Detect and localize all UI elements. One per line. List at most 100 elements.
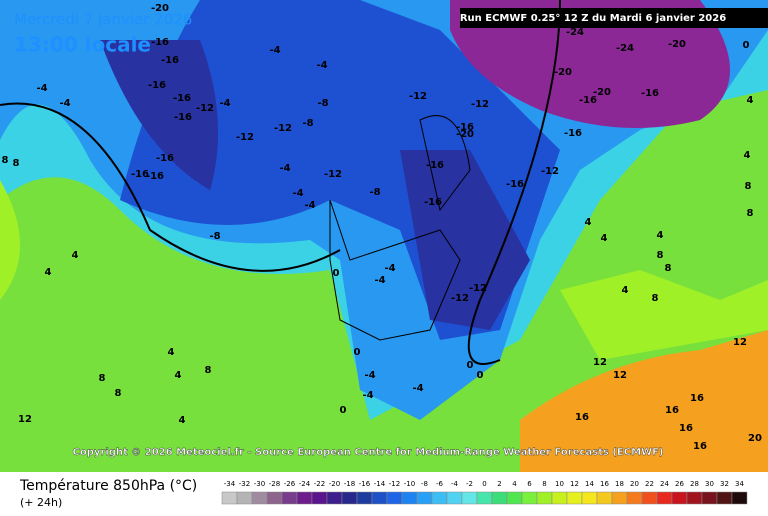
temperature-label: -24: [566, 27, 584, 38]
legend-swatch: [431, 491, 448, 505]
copyright: Copyright © 2026 Meteociel.fr - Source E…: [73, 447, 664, 458]
legend-tick-label: -26: [284, 480, 296, 488]
legend-swatch: [461, 491, 478, 505]
temperature-label: 16: [575, 412, 589, 423]
temperature-label: 16: [665, 405, 679, 416]
temperature-label: -20: [151, 3, 169, 14]
legend-swatch: [281, 491, 298, 505]
legend-swatch: [671, 491, 688, 505]
temperature-label: -8: [209, 231, 220, 242]
legend-tick-label: -20: [329, 480, 340, 488]
legend-tick-label: -8: [421, 480, 428, 488]
temperature-label: 16: [679, 423, 693, 434]
legend-tick-label: 26: [675, 480, 684, 488]
legend-swatch: [416, 491, 433, 505]
legend-swatch: [401, 491, 418, 505]
temperature-label: 4: [45, 267, 52, 278]
temperature-label: -16: [131, 169, 149, 180]
temperature-label: -4: [279, 163, 290, 174]
legend-tick-label: -2: [466, 480, 473, 488]
temperature-label: -20: [668, 39, 686, 50]
legend-swatch: [626, 491, 643, 505]
legend-swatch: [251, 491, 268, 505]
temperature-label: 8: [2, 155, 9, 166]
temperature-label: -20: [456, 129, 474, 140]
temperature-label: 16: [690, 393, 704, 404]
temperature-label: -4: [316, 60, 327, 71]
temperature-label: -12: [409, 91, 427, 102]
temperature-label: -16: [156, 153, 174, 164]
temperature-label: 0: [467, 360, 474, 371]
legend-tick-label: 16: [600, 480, 609, 488]
temperature-label: -20: [554, 67, 572, 78]
coastline: [329, 115, 471, 341]
temperature-label: -8: [369, 187, 380, 198]
legend-swatch: [686, 491, 703, 505]
legend-swatch: [611, 491, 628, 505]
legend-swatch: [221, 491, 238, 505]
temperature-label: -16: [564, 128, 582, 139]
temperature-label: 12: [593, 357, 607, 368]
temperature-label: -16: [579, 95, 597, 106]
legend-swatch: [371, 491, 388, 505]
temperature-label: -16: [174, 112, 192, 123]
local-time: 13:00 locale: [14, 33, 151, 57]
legend-tick-label: 20: [630, 480, 639, 488]
temperature-label: 0: [477, 370, 484, 381]
legend-tick-label: -12: [389, 480, 400, 488]
legend-swatch: [731, 491, 748, 505]
temperature-label: -24: [616, 43, 634, 54]
legend-swatch: [311, 491, 328, 505]
legend-tick-label: 2: [497, 480, 501, 488]
legend-swatch: [266, 491, 283, 505]
temperature-label: 4: [744, 150, 751, 161]
temperature-label: -4: [292, 188, 303, 199]
temperature-label: 4: [175, 370, 182, 381]
temperature-label: -16: [148, 80, 166, 91]
temperature-label: -12: [469, 283, 487, 294]
legend-tick-label: -18: [344, 480, 355, 488]
temperature-label: 4: [168, 347, 175, 358]
temperature-label: 0: [354, 347, 361, 358]
temperature-label: 4: [601, 233, 608, 244]
legend-tick-label: 24: [660, 480, 669, 488]
legend-swatch: [446, 491, 463, 505]
temperature-label: 8: [657, 250, 664, 261]
isotherm-zero: [0, 0, 561, 365]
region-orange: [520, 330, 768, 472]
temperature-label: -16: [173, 93, 191, 104]
temperature-label: -4: [269, 45, 280, 56]
legend-swatch: [341, 491, 358, 505]
legend-tick-label: 8: [542, 480, 546, 488]
temperature-label: -8: [302, 118, 313, 129]
temperature-label: 4: [585, 217, 592, 228]
legend-swatch: [296, 491, 313, 505]
legend-tick-label: -32: [239, 480, 250, 488]
temperature-label: -4: [412, 383, 423, 394]
temperature-label: 20: [748, 433, 762, 444]
temperature-label: -12: [451, 293, 469, 304]
legend-tick-label: 10: [555, 480, 564, 488]
legend-tick-label: -24: [299, 480, 311, 488]
legend-tick-label: -16: [359, 480, 371, 488]
temperature-label: 8: [665, 263, 672, 274]
footer-title: Température 850hPa (°C): [19, 478, 197, 494]
temperature-label: 12: [613, 370, 627, 381]
legend-swatch: [716, 491, 733, 505]
legend-tick-label: 34: [735, 480, 744, 488]
legend-tick-label: 18: [615, 480, 624, 488]
temperature-label: -4: [59, 98, 70, 109]
legend-tick-label: 28: [690, 480, 699, 488]
temperature-label: -4: [362, 390, 373, 401]
temperature-label: -16: [151, 37, 169, 48]
temperature-label: -4: [304, 200, 315, 211]
run-info: Run ECMWF 0.25° 12 Z du Mardi 6 janvier …: [460, 13, 726, 24]
temperature-label: -12: [274, 123, 292, 134]
region-dark-blue: [100, 40, 530, 330]
legend-tick-label: -10: [404, 480, 415, 488]
temperature-label: -4: [364, 370, 375, 381]
legend-tick-label: -4: [451, 480, 459, 488]
legend-tick-label: 0: [482, 480, 486, 488]
temperature-label: 12: [733, 337, 747, 348]
